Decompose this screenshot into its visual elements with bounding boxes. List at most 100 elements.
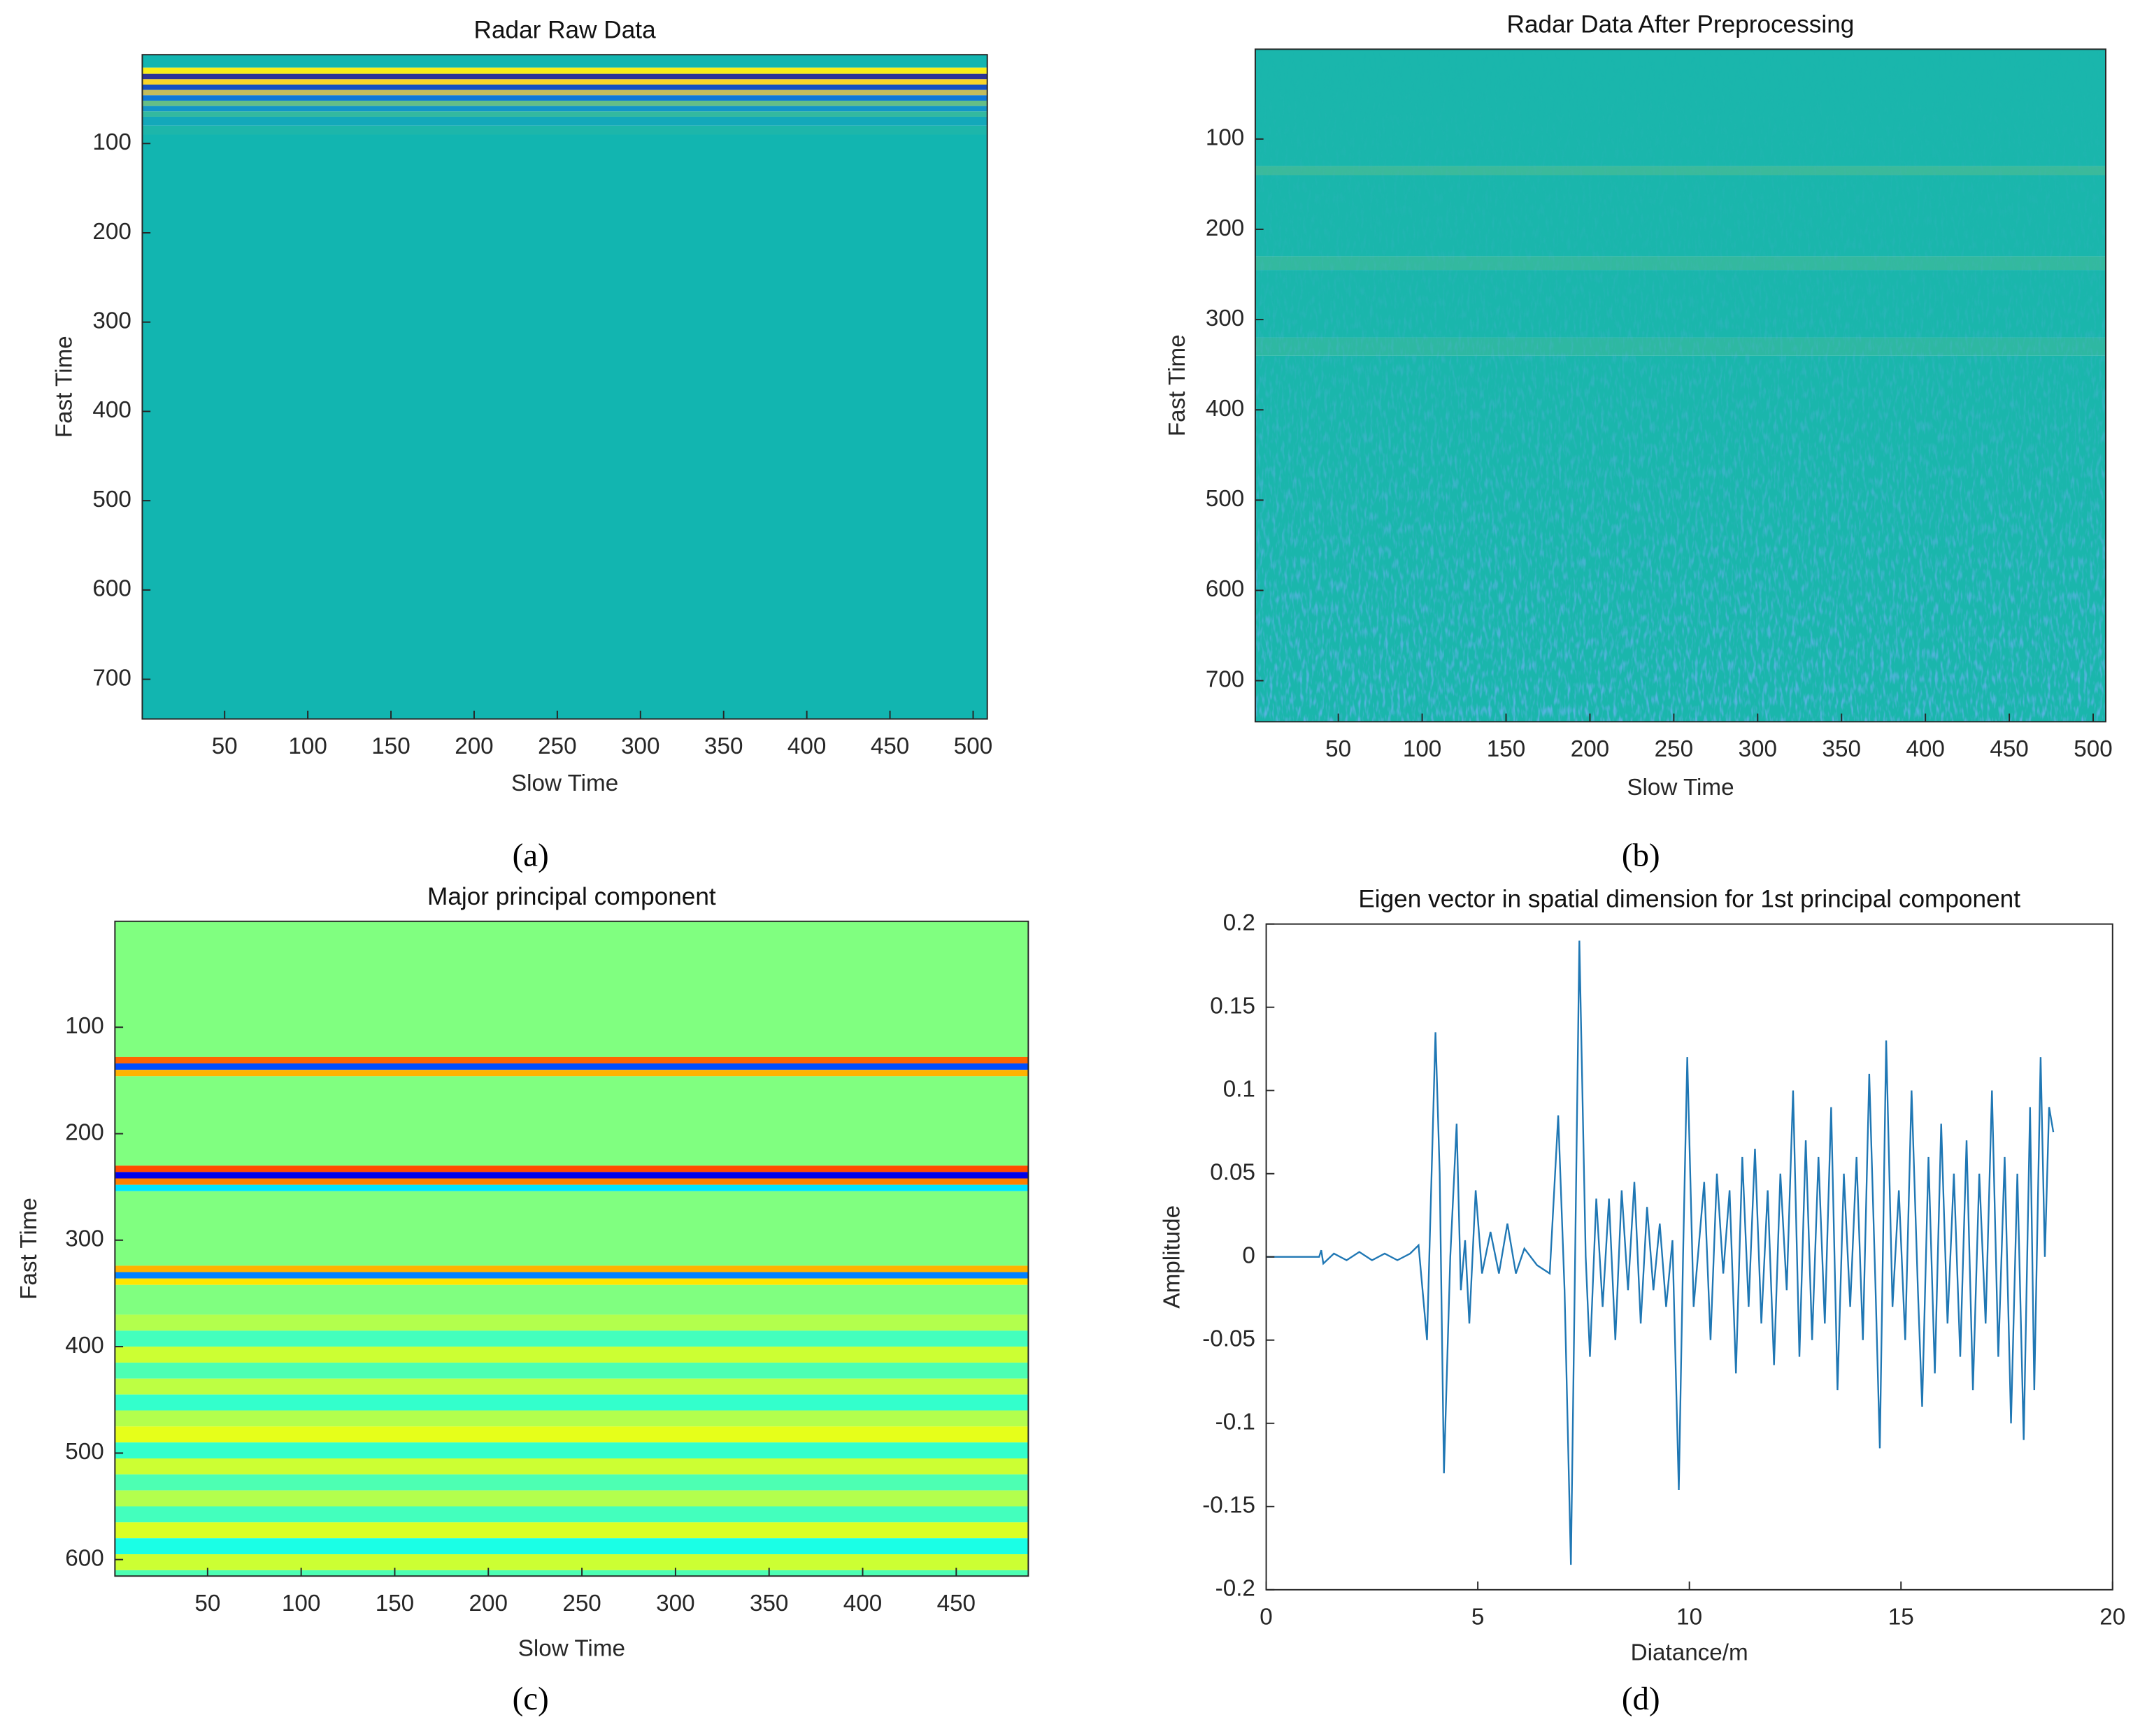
y-tick-label: 200 bbox=[92, 219, 131, 245]
heatmap-band bbox=[115, 1426, 1029, 1443]
y-tick-label: 0.05 bbox=[1210, 1159, 1255, 1185]
y-tick-label: 400 bbox=[92, 397, 131, 423]
x-tick-label: 250 bbox=[538, 733, 576, 759]
y-tick-label: 0 bbox=[1242, 1243, 1255, 1269]
x-tick-label: 400 bbox=[843, 1591, 882, 1616]
heatmap-band bbox=[115, 1442, 1029, 1458]
y-tick-label: 700 bbox=[1206, 666, 1244, 692]
y-tick-label: 300 bbox=[92, 308, 131, 333]
heatmap-band bbox=[115, 1314, 1029, 1331]
y-tick-label: -0.15 bbox=[1202, 1493, 1255, 1519]
heatmap-band bbox=[115, 1570, 1029, 1577]
heatmap-band bbox=[115, 1191, 1029, 1266]
heatmap-band bbox=[115, 1165, 1029, 1172]
axes-box bbox=[114, 920, 1029, 1577]
y-axis-label: Amplitude bbox=[1159, 1205, 1185, 1309]
x-tick-label: 200 bbox=[1571, 736, 1609, 762]
x-tick-label: 300 bbox=[1739, 736, 1777, 762]
y-tick-label: 0.15 bbox=[1210, 993, 1255, 1019]
x-tick-label: 150 bbox=[1487, 736, 1525, 762]
x-tick-label: 500 bbox=[954, 733, 992, 759]
x-tick-label: 5 bbox=[1471, 1605, 1484, 1630]
x-tick-label: 450 bbox=[937, 1591, 976, 1616]
heatmap-band bbox=[142, 111, 987, 117]
heatmap-band bbox=[115, 1076, 1029, 1166]
x-axis-label: Slow Time bbox=[518, 1636, 625, 1662]
x-axis-label: Slow Time bbox=[1627, 775, 1734, 801]
chart-title: Radar Raw Data bbox=[474, 16, 657, 43]
x-tick-label: 450 bbox=[1990, 736, 2028, 762]
axes-box bbox=[1254, 48, 2106, 723]
y-tick-label: 400 bbox=[1206, 396, 1244, 422]
panel-caption: (a) bbox=[513, 838, 549, 874]
x-tick-label: 250 bbox=[1655, 736, 1693, 762]
heatmap-band bbox=[142, 84, 987, 90]
heatmap-band bbox=[115, 1278, 1029, 1285]
heatmap-band bbox=[115, 1284, 1029, 1315]
x-tick-label: 300 bbox=[621, 733, 659, 759]
x-tick-label: 150 bbox=[376, 1591, 414, 1616]
heatmap-band bbox=[115, 1272, 1029, 1279]
x-tick-label: 200 bbox=[455, 733, 493, 759]
x-tick-label: 200 bbox=[469, 1591, 508, 1616]
heatmap-band bbox=[142, 67, 987, 74]
heatmap-band bbox=[115, 921, 1029, 1057]
x-tick-label: 450 bbox=[871, 733, 909, 759]
heatmap-band bbox=[115, 1172, 1029, 1179]
x-tick-label: 400 bbox=[787, 733, 826, 759]
x-tick-label: 400 bbox=[1906, 736, 1944, 762]
x-tick-label: 50 bbox=[194, 1591, 220, 1616]
x-tick-label: 300 bbox=[656, 1591, 694, 1616]
chart-title: Radar Data After Preprocessing bbox=[1507, 10, 1855, 38]
heatmap-band bbox=[115, 1378, 1029, 1395]
y-tick-label: 100 bbox=[92, 129, 131, 155]
y-tick-label: 200 bbox=[65, 1119, 104, 1145]
heatmap-band bbox=[115, 1522, 1029, 1539]
data-line bbox=[1266, 940, 2055, 1565]
heatmap-band bbox=[115, 1070, 1029, 1077]
y-tick-label: 600 bbox=[1206, 576, 1244, 602]
heatmap-band bbox=[115, 1474, 1029, 1491]
y-tick-label: -0.1 bbox=[1215, 1409, 1255, 1435]
y-tick-label: 700 bbox=[92, 665, 131, 691]
heatmap-band bbox=[142, 106, 987, 112]
heatmap-band bbox=[115, 1458, 1029, 1475]
heatmap-band bbox=[142, 100, 987, 106]
x-tick-label: 250 bbox=[562, 1591, 601, 1616]
y-tick-label: 600 bbox=[92, 576, 131, 602]
heatmap-band bbox=[115, 1362, 1029, 1379]
heatmap-band bbox=[115, 1347, 1029, 1363]
x-tick-label: 500 bbox=[2074, 736, 2112, 762]
x-tick-label: 100 bbox=[1403, 736, 1441, 762]
x-tick-label: 350 bbox=[704, 733, 743, 759]
x-tick-label: 20 bbox=[2099, 1605, 2125, 1630]
heatmap-band bbox=[115, 1063, 1029, 1070]
y-tick-label: 500 bbox=[65, 1439, 104, 1465]
heatmap-band bbox=[115, 1538, 1029, 1555]
heatmap-band bbox=[142, 55, 987, 68]
y-axis-label: Fast Time bbox=[1164, 334, 1190, 436]
panel-caption: (c) bbox=[513, 1681, 549, 1717]
x-tick-label: 350 bbox=[750, 1591, 788, 1616]
heatmap-band bbox=[142, 116, 987, 126]
x-tick-label: 15 bbox=[1888, 1605, 1914, 1630]
y-tick-label: 300 bbox=[65, 1226, 104, 1252]
chart-title: Major principal component bbox=[427, 883, 716, 910]
x-tick-label: 100 bbox=[288, 733, 327, 759]
y-axis-label: Fast Time bbox=[16, 1198, 42, 1300]
x-tick-label: 100 bbox=[282, 1591, 320, 1616]
heatmap-band bbox=[115, 1184, 1029, 1191]
y-tick-label: -0.2 bbox=[1215, 1576, 1255, 1602]
y-tick-label: 400 bbox=[65, 1333, 104, 1358]
axes-box bbox=[141, 54, 988, 720]
x-tick-label: 350 bbox=[1822, 736, 1861, 762]
heatmap-band bbox=[142, 125, 987, 135]
y-tick-label: 500 bbox=[92, 487, 131, 512]
heatmap-band bbox=[115, 1490, 1029, 1507]
y-tick-label: 600 bbox=[65, 1545, 104, 1571]
y-tick-label: 100 bbox=[65, 1013, 104, 1039]
x-tick-label: 50 bbox=[1325, 736, 1351, 762]
heatmap-band bbox=[115, 1178, 1029, 1185]
x-axis-label: Diatance/m bbox=[1631, 1640, 1748, 1665]
